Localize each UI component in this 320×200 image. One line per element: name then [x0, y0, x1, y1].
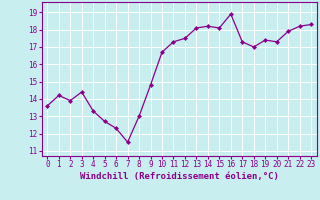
X-axis label: Windchill (Refroidissement éolien,°C): Windchill (Refroidissement éolien,°C)	[80, 172, 279, 181]
